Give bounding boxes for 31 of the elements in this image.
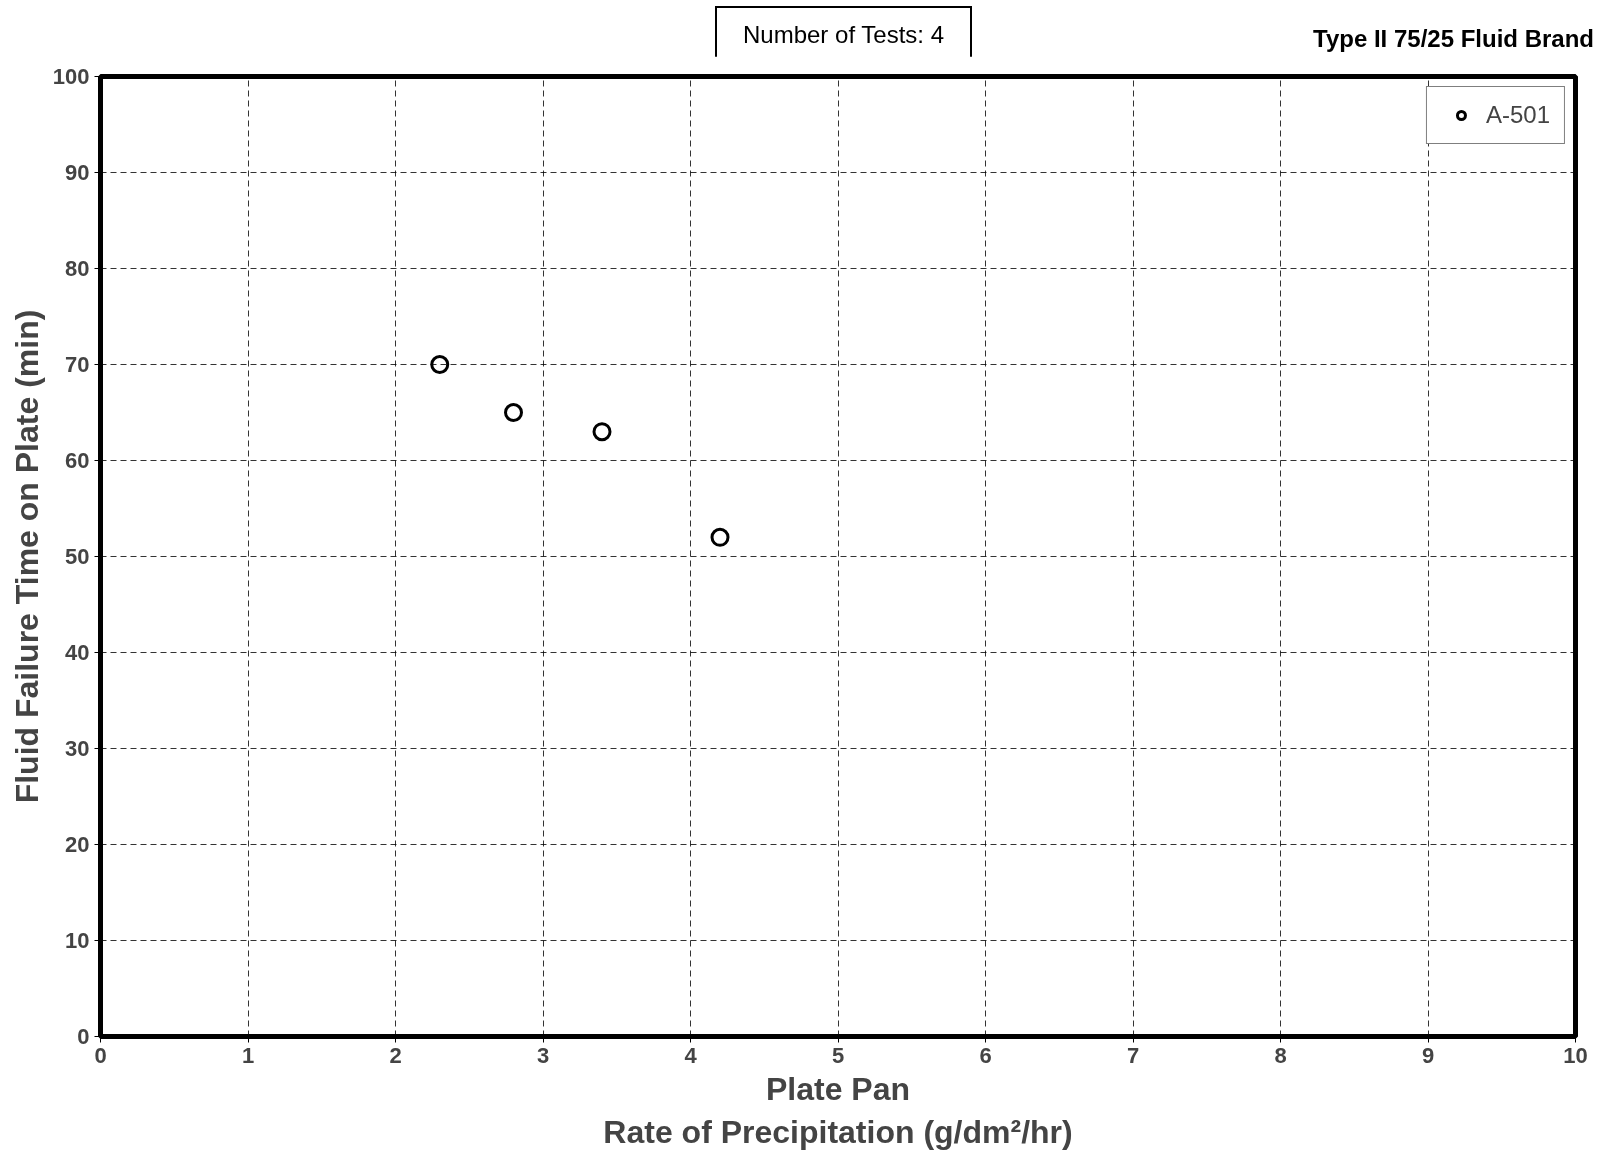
y-tick-label: 90 <box>65 160 90 185</box>
x-tick-label: 8 <box>1274 1042 1287 1068</box>
point <box>710 527 730 547</box>
x-tick-label: 10 <box>1563 1042 1588 1068</box>
y-tick-label: 20 <box>65 832 90 857</box>
legend-label: A-501 <box>1485 101 1550 129</box>
x-tick-label: 9 <box>1421 1042 1435 1068</box>
y-axis-title: Fluid Failure Time on Plate (min) <box>8 309 45 804</box>
x-tick-label: 5 <box>831 1042 845 1068</box>
point <box>430 355 450 374</box>
y-tick-label: 50 <box>65 544 90 569</box>
x-tick-label: 4 <box>684 1042 698 1068</box>
y-tick-label: 100 <box>52 64 90 89</box>
y-tick-label: 80 <box>65 256 90 281</box>
y-tick-label: 70 <box>65 352 90 377</box>
x-tick-label: 1 <box>241 1042 255 1068</box>
x-axis-title: Plate Pan Rate of Precipitation (g/dm²/hr) <box>603 1070 1073 1150</box>
point <box>504 403 523 422</box>
x-tick-label: 6 <box>979 1042 992 1068</box>
y-tick-label: 40 <box>65 640 90 665</box>
y-tick-label: 10 <box>65 928 90 953</box>
x-tick-label: 0 <box>94 1042 107 1068</box>
point <box>592 422 612 442</box>
y-tick-label: 0 <box>77 1024 90 1049</box>
y-tick-label: 30 <box>65 736 90 761</box>
x-tick-label: 2 <box>389 1042 402 1068</box>
y-tick-label: 60 <box>65 448 90 473</box>
text: Type II 75/25 Fluid Brand <box>1313 24 1594 54</box>
x-tick-label: 3 <box>536 1042 550 1068</box>
text: Number of Tests: 4 <box>715 6 972 65</box>
x-tick-label: 7 <box>1126 1042 1140 1068</box>
